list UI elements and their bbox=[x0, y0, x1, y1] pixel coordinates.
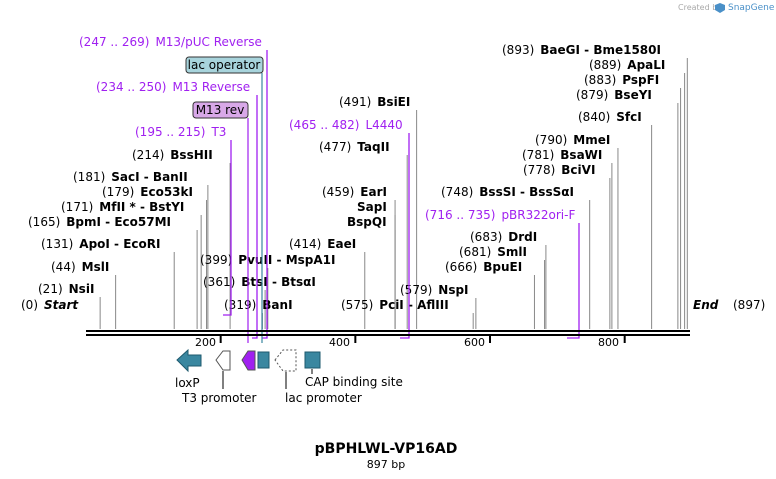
feature-lac-operator[interactable] bbox=[257, 351, 270, 369]
primer-line-pbr322ori-f bbox=[567, 223, 580, 339]
site-labels: (21) NsiI (44) MslI (131) ApoI - EcoRI (165… bbox=[28, 43, 665, 312]
feature-callout-lines bbox=[222, 369, 313, 389]
axis-tick-labels: 200 400 600 800 bbox=[195, 336, 619, 349]
site-label-bpuei[interactable]: (666) BpuEI bbox=[445, 260, 522, 274]
site-label-eco53ki[interactable]: (179) Eco53kI bbox=[102, 185, 193, 199]
site-label-bseyi[interactable]: (879) BseYI bbox=[576, 88, 652, 102]
m13-rev-box[interactable]: M13 rev bbox=[192, 101, 249, 119]
site-label-msli[interactable]: (44) MslI bbox=[51, 260, 109, 274]
site-label-mfii[interactable]: (171) MfII * - BstYI bbox=[61, 200, 184, 214]
site-label-pcii[interactable]: (575) PciI - AflIII bbox=[341, 298, 449, 312]
site-label-pvuii[interactable]: (399) PvuII - MspA1I bbox=[200, 253, 335, 267]
svg-text:M13 rev: M13 rev bbox=[196, 103, 245, 117]
site-label-eari[interactable]: (459) EarI bbox=[322, 185, 387, 199]
site-label-bsssi[interactable]: (748) BssSI - BssSαI bbox=[441, 185, 574, 199]
primer-line-t3 bbox=[223, 140, 232, 316]
primer-line-m13-reverse bbox=[252, 95, 258, 339]
plasmid-title: pBPHLWL-VP16AD bbox=[315, 441, 458, 457]
site-label-btsi[interactable]: (361) BtsI - BtsαI bbox=[203, 275, 316, 289]
feature-lac-promoter[interactable] bbox=[274, 349, 297, 372]
feature-label-cap-binding-site: CAP binding site bbox=[305, 375, 403, 389]
site-label-eaei[interactable]: (414) EaeI bbox=[289, 237, 356, 251]
feature-loxp[interactable] bbox=[176, 348, 202, 373]
feature-label-t3-promoter: T3 promoter bbox=[181, 391, 257, 405]
start-marker: (0) Start bbox=[21, 298, 79, 312]
plasmid-length: 897 bp bbox=[367, 458, 405, 471]
primer-label-pbr322ori-f[interactable]: (716 .. 735) pBR322ori-F bbox=[425, 208, 575, 222]
site-label-bani[interactable]: (319) BanI bbox=[224, 298, 293, 312]
primer-connectors bbox=[223, 50, 580, 339]
site-label-bcivi[interactable]: (778) BciVI bbox=[523, 163, 595, 177]
site-label-drdi[interactable]: (683) DrdI bbox=[470, 230, 537, 244]
site-label-bsawi[interactable]: (781) BsaWI bbox=[522, 148, 602, 162]
primer-line-l4440 bbox=[400, 133, 410, 339]
site-label-apali[interactable]: (889) ApaLI bbox=[589, 58, 665, 72]
site-label-bpmi[interactable]: (165) BpmI - Eco57MI bbox=[28, 215, 171, 229]
tick-label-600: 600 bbox=[464, 336, 485, 349]
lac-operator-box[interactable]: lac operator bbox=[185, 56, 264, 74]
tick-label-400: 400 bbox=[329, 336, 350, 349]
feature-label-loxp: loxP bbox=[175, 376, 200, 390]
site-label-apoi[interactable]: (131) ApoI - EcoRI bbox=[41, 237, 160, 251]
axis-ticks bbox=[219, 336, 626, 343]
site-label-nspi[interactable]: (579) NspI bbox=[400, 283, 469, 297]
brand-name: SnapGene bbox=[728, 3, 775, 13]
primer-label-m13-reverse[interactable]: (234 .. 250) M13 Reverse bbox=[96, 80, 250, 94]
tick-label-800: 800 bbox=[598, 336, 619, 349]
site-label-taqii[interactable]: (477) TaqII bbox=[319, 140, 390, 154]
sequence-backbone bbox=[86, 330, 690, 336]
site-label-bsshii[interactable]: (214) BssHII bbox=[132, 148, 213, 162]
end-marker: End bbox=[693, 298, 719, 312]
snapgene-logo-icon bbox=[715, 3, 725, 13]
site-label-pspfi[interactable]: (883) PspFI bbox=[584, 73, 659, 87]
tick-label-200: 200 bbox=[195, 336, 216, 349]
primer-line-m13-puc-reverse bbox=[262, 50, 268, 339]
site-label-sapi[interactable]: SapI bbox=[357, 200, 387, 214]
site-label-smli[interactable]: (681) SmlI bbox=[459, 245, 527, 259]
site-label-mmei[interactable]: (790) MmeI bbox=[535, 133, 610, 147]
primer-label-l4440[interactable]: (465 .. 482) L4440 bbox=[289, 118, 403, 132]
created-by-text: Created by bbox=[678, 3, 722, 12]
feature-label-lac-promoter: lac promoter bbox=[285, 391, 362, 405]
site-label-sfci[interactable]: (840) SfcI bbox=[578, 110, 642, 124]
site-label-bspqi[interactable]: BspQI bbox=[347, 215, 387, 229]
feature-m13-rev[interactable] bbox=[241, 350, 256, 371]
end-number: (897) bbox=[733, 298, 765, 312]
site-label-baegi[interactable]: (893) BaeGI - Bme1580I bbox=[502, 43, 661, 57]
svg-text:lac operator: lac operator bbox=[188, 58, 261, 72]
feature-t3-promoter[interactable] bbox=[215, 350, 231, 371]
primer-label-t3[interactable]: (195 .. 215) T3 bbox=[135, 125, 226, 139]
site-label-nsii[interactable]: (21) NsiI bbox=[38, 282, 94, 296]
feature-cap-binding-site[interactable] bbox=[304, 351, 321, 369]
site-label-saci[interactable]: (181) SacI - BanII bbox=[73, 170, 188, 184]
site-label-bsiei[interactable]: (491) BsiEI bbox=[339, 95, 410, 109]
primer-labels: (247 .. 269) M13/pUC Reverse (234 .. 250)… bbox=[79, 35, 575, 222]
primer-label-m13-puc-reverse[interactable]: (247 .. 269) M13/pUC Reverse bbox=[79, 35, 262, 49]
